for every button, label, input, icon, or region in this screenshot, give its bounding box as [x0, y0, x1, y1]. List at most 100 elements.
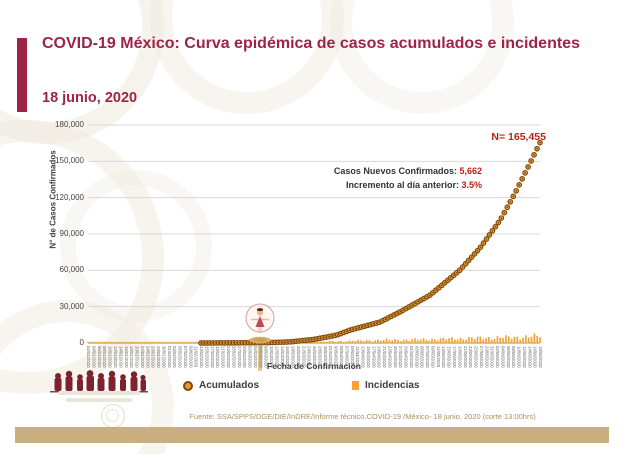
- x-tick-label: 17/02/2020: [209, 346, 215, 368]
- x-tick-label: 08/06/2020: [511, 346, 517, 368]
- incidence-bar: [507, 336, 510, 343]
- incidence-bar: [482, 339, 485, 343]
- incidence-bar: [169, 341, 172, 343]
- x-tick-label: 29/02/2020: [242, 346, 248, 368]
- acumulados-data-point-center: [491, 230, 494, 232]
- x-tick-label: 14/06/2020: [527, 346, 533, 368]
- x-tick-label: 21/04/2020: [382, 346, 388, 368]
- title-accent-bar: [17, 38, 27, 112]
- incidence-bar: [459, 337, 462, 343]
- incidence-bar: [158, 341, 160, 343]
- incidence-bar: [453, 339, 456, 343]
- acumulados-data-point-center: [485, 238, 488, 240]
- logo-caption-line: [58, 391, 140, 395]
- x-tick-label: 23/04/2020: [387, 346, 393, 368]
- incidence-bar: [539, 337, 541, 343]
- incidence-bar: [141, 341, 143, 343]
- x-tick-label: 14/03/2020: [279, 346, 285, 368]
- incidence-bar: [104, 341, 106, 343]
- incidence-bar: [479, 336, 482, 343]
- x-tick-label: 22/01/2020: [139, 346, 145, 368]
- incidence-bar: [328, 341, 331, 343]
- acumulados-data-point-center: [494, 225, 497, 228]
- incidence-bar: [183, 341, 186, 343]
- acumulados-data-point-center: [521, 178, 523, 180]
- incidence-bar: [149, 341, 152, 343]
- increase-value: 3.5%: [461, 180, 482, 190]
- incidence-bar: [448, 338, 450, 343]
- x-tick-label: 21/02/2020: [220, 346, 226, 368]
- incidence-bar: [388, 339, 391, 343]
- acumulados-data-point-center: [417, 301, 419, 303]
- x-tick-label: 15/05/2020: [446, 346, 452, 368]
- incidence-bar: [155, 341, 158, 343]
- incidence-bar: [161, 341, 163, 343]
- incidence-bar: [490, 339, 493, 343]
- x-tick-label: 09/04/2020: [349, 346, 355, 368]
- y-tick-label: 90,000: [59, 229, 84, 238]
- x-tick-label: 09/02/2020: [188, 346, 194, 368]
- y-tick-label: 30,000: [59, 301, 84, 311]
- acumulados-data-point-center: [420, 299, 422, 301]
- x-tick-label: 10/01/2020: [107, 346, 113, 368]
- new-cases-value: 5,662: [459, 166, 482, 176]
- incidence-bar: [146, 341, 149, 343]
- incidence-bar: [536, 335, 539, 343]
- x-tick-label: 03/05/2020: [414, 346, 420, 368]
- x-tick-label: 05/02/2020: [177, 346, 183, 368]
- x-tick-label: 09/05/2020: [430, 346, 436, 368]
- footer-bar: [15, 427, 609, 443]
- incidence-bar: [391, 340, 394, 343]
- x-tick-label: 13/04/2020: [360, 346, 366, 368]
- x-tick-label: 20/01/2020: [134, 346, 140, 368]
- incidence-bar: [138, 341, 141, 343]
- incidence-bar: [163, 341, 166, 343]
- incidence-bar: [505, 335, 507, 343]
- acumulados-data-point-center: [503, 211, 506, 214]
- x-tick-label: 04/01/2020: [91, 346, 97, 368]
- x-tick-label: 16/06/2020: [532, 346, 538, 368]
- incidencias-marker-icon: [352, 381, 359, 390]
- incidence-bar: [129, 341, 132, 343]
- x-tick-label: 23/05/2020: [468, 346, 474, 368]
- acumulados-data-point-center: [461, 266, 464, 268]
- incidence-bar: [144, 341, 146, 343]
- x-tick-label: 07/02/2020: [182, 346, 188, 368]
- acumulados-data-point-center: [515, 190, 518, 192]
- incidence-bar: [485, 338, 487, 343]
- acumulados-data-point-center: [527, 166, 529, 168]
- x-tick-label: 19/05/2020: [457, 346, 463, 368]
- x-tick-label: 12/01/2020: [113, 346, 118, 368]
- acumulados-marker-icon: [183, 380, 193, 391]
- acumulados-data-point-center: [497, 221, 500, 224]
- acumulados-data-point-center: [512, 195, 515, 198]
- incidence-bar: [345, 341, 348, 343]
- x-tick-label: 17/04/2020: [371, 346, 377, 368]
- acumulados-data-point-center: [444, 281, 446, 284]
- x-tick-label: 25/02/2020: [231, 346, 237, 368]
- incidence-bar: [325, 341, 328, 343]
- x-tick-label: 27/04/2020: [398, 346, 404, 368]
- incidence-bar: [308, 341, 311, 343]
- plot-area: [87, 124, 543, 346]
- incidence-bar: [468, 336, 470, 343]
- x-tick-label: 30/01/2020: [161, 346, 167, 368]
- incidence-bar: [192, 341, 195, 343]
- acumulados-data-point-center: [530, 160, 532, 162]
- acumulados-data-point-center: [470, 256, 473, 258]
- acumulados-data-point-center: [458, 269, 461, 272]
- incidence-bar: [397, 340, 399, 343]
- acumulados-data-point-center: [441, 284, 443, 286]
- x-tick-label: 24/03/2020: [306, 346, 312, 368]
- x-tick-label: 11/04/2020: [355, 346, 361, 368]
- x-tick-label: 26/01/2020: [150, 346, 156, 368]
- incidence-bar: [399, 341, 402, 343]
- acumulados-data-point-center: [506, 206, 509, 209]
- x-tick-label: 01/02/2020: [166, 346, 172, 368]
- incidence-bar: [115, 341, 118, 343]
- incidence-bar: [166, 341, 169, 343]
- incidence-bar: [311, 341, 314, 343]
- y-tick-label: 0: [79, 338, 84, 347]
- incidence-bar: [510, 338, 513, 343]
- incidence-bar: [465, 339, 467, 343]
